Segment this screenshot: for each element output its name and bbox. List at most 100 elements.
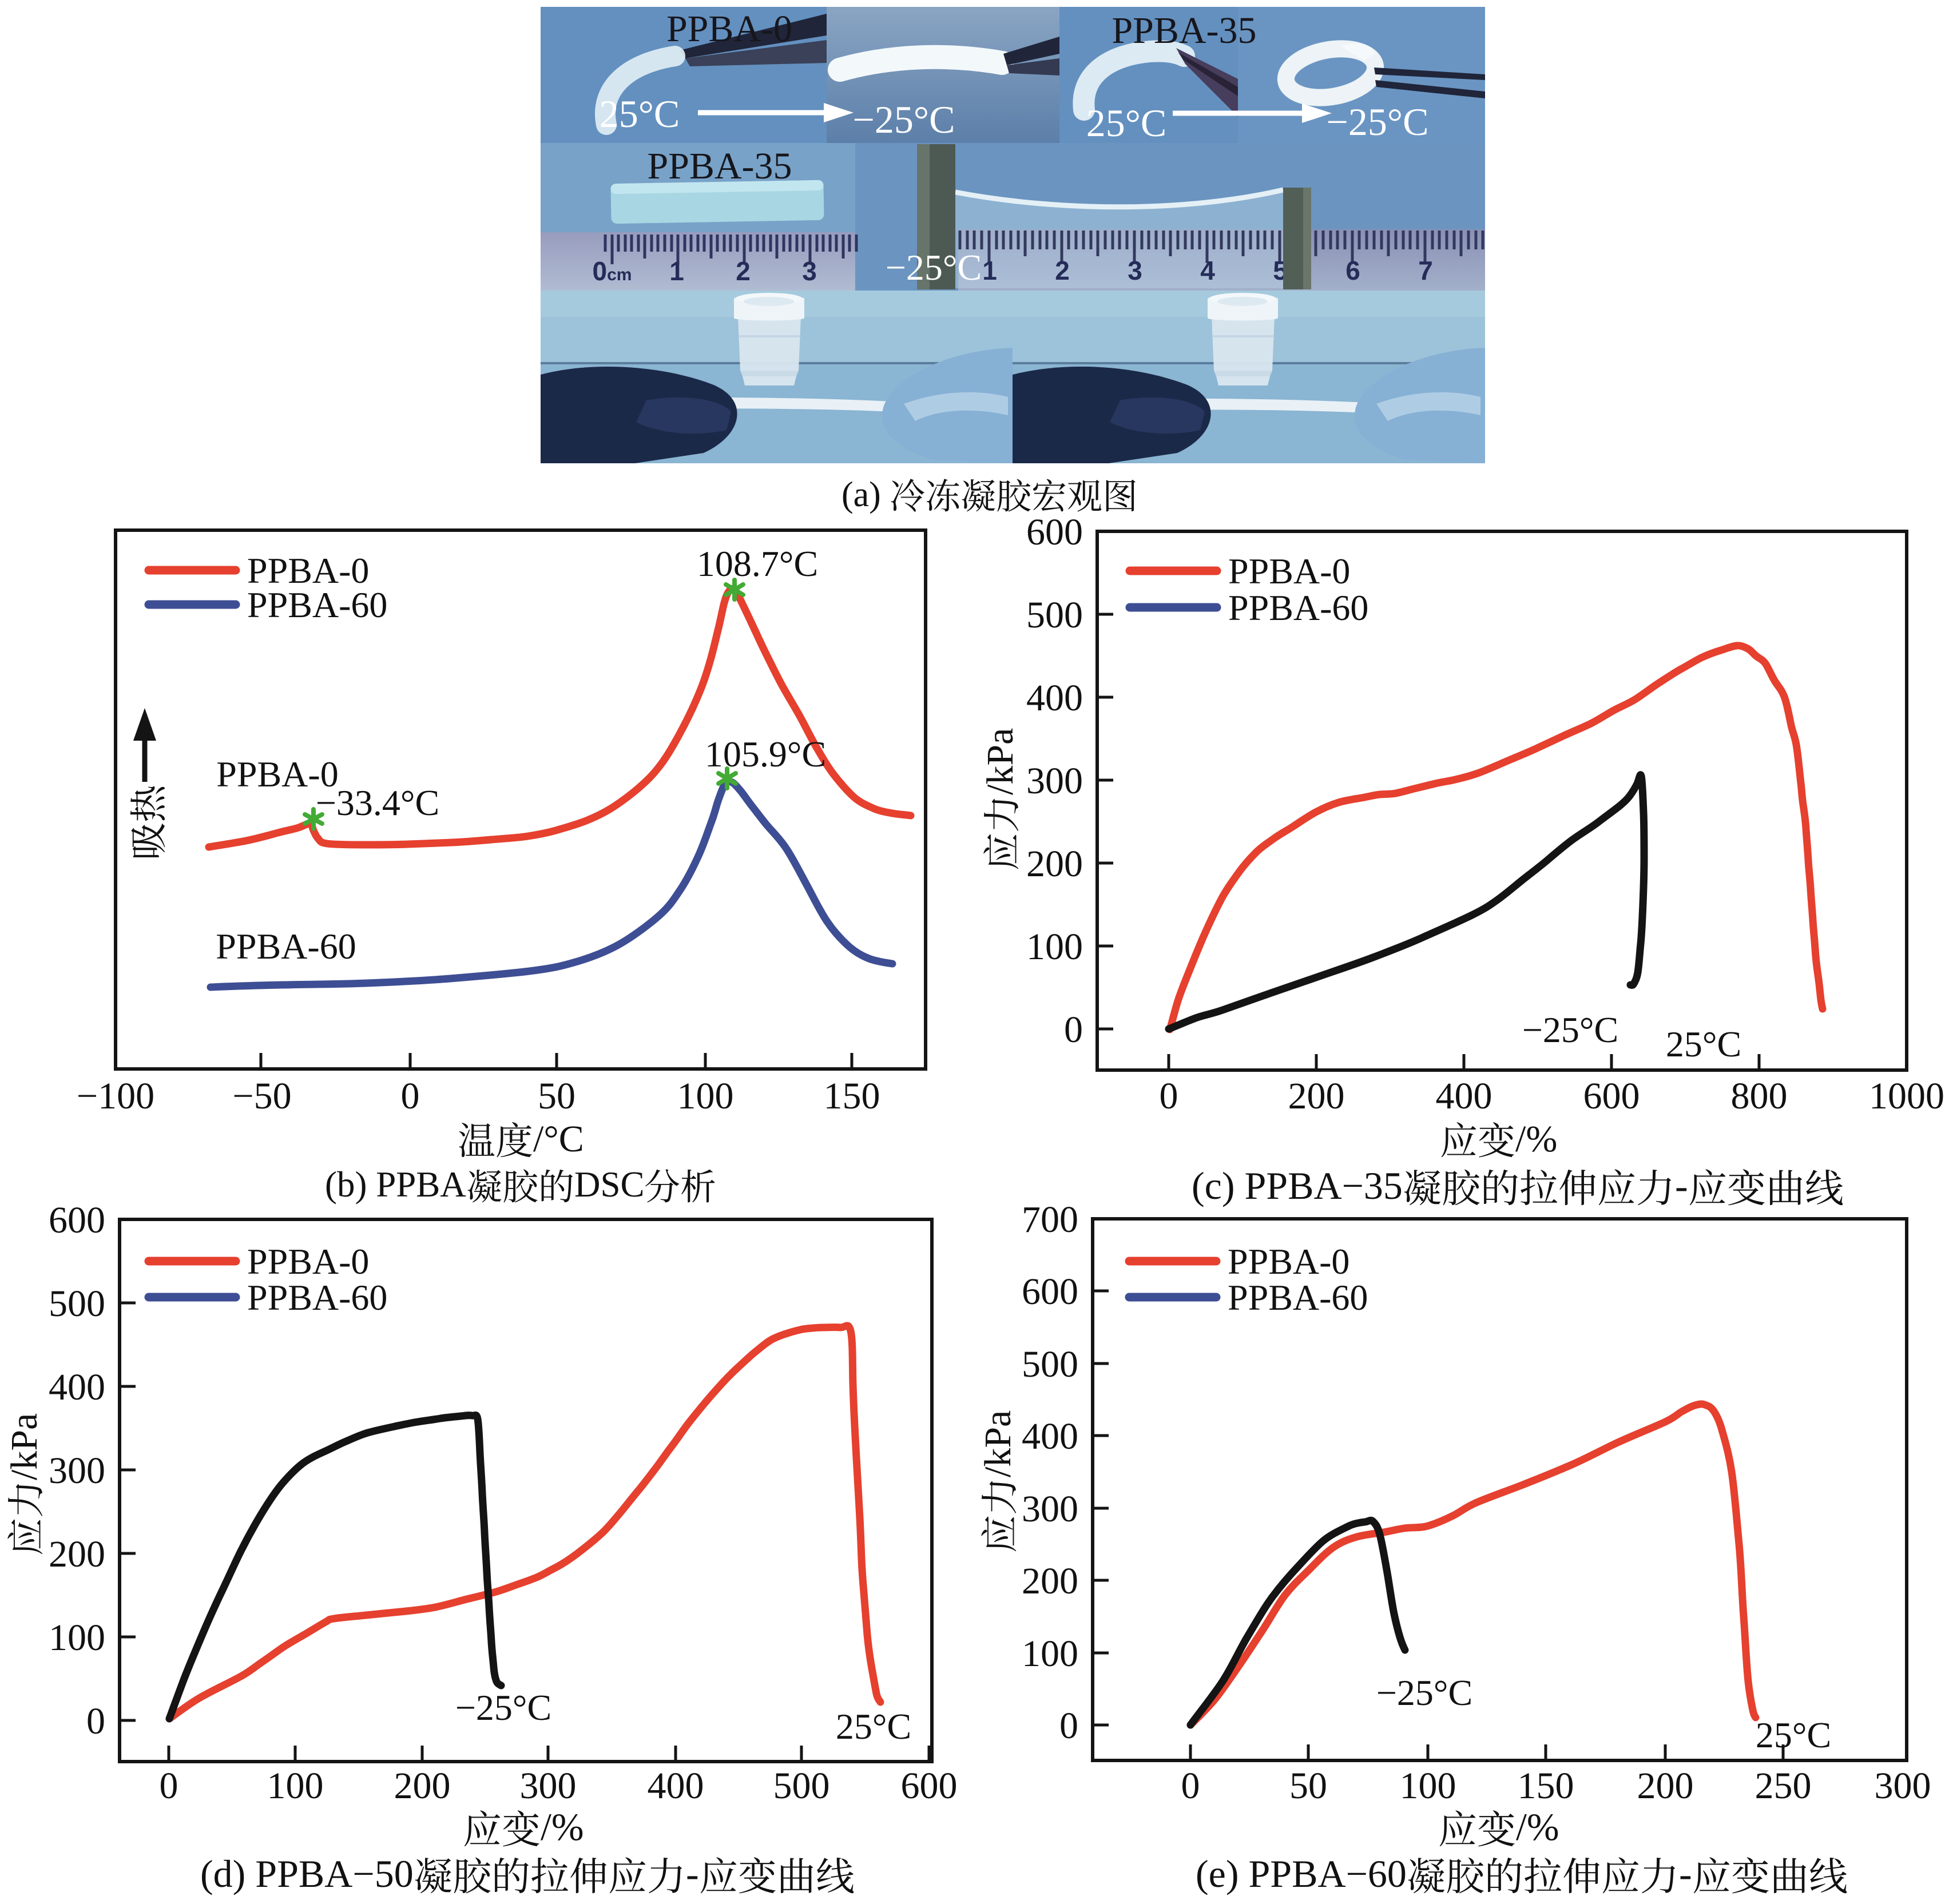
svg-text:PPBA-0: PPBA-0 bbox=[247, 550, 369, 591]
svg-text:−100: −100 bbox=[77, 1075, 154, 1117]
svg-text:25°C: 25°C bbox=[1666, 1024, 1741, 1064]
svg-text:3: 3 bbox=[802, 256, 817, 286]
svg-text:2: 2 bbox=[1055, 256, 1070, 285]
svg-text:25°C: 25°C bbox=[1756, 1715, 1831, 1755]
svg-text:DSC: DSC bbox=[574, 1164, 645, 1205]
svg-text:(e) PPBA−60: (e) PPBA−60 bbox=[1196, 1852, 1407, 1895]
svg-text:PPBA-0: PPBA-0 bbox=[1228, 551, 1350, 591]
svg-text:150: 150 bbox=[1518, 1765, 1574, 1807]
svg-text:200: 200 bbox=[394, 1765, 451, 1807]
svg-text:−25°C: −25°C bbox=[886, 247, 982, 288]
svg-text:100: 100 bbox=[267, 1765, 324, 1807]
svg-text:−25°C: −25°C bbox=[1522, 1009, 1618, 1050]
svg-text:300: 300 bbox=[1875, 1765, 1931, 1807]
svg-text:200: 200 bbox=[49, 1533, 105, 1575]
svg-text:50: 50 bbox=[538, 1075, 575, 1117]
svg-text:200: 200 bbox=[1288, 1075, 1345, 1117]
svg-text:600: 600 bbox=[1026, 511, 1083, 553]
svg-text:0: 0 bbox=[1181, 1765, 1200, 1807]
svg-text:PPBA-0: PPBA-0 bbox=[216, 754, 338, 794]
svg-text:PPBA-0: PPBA-0 bbox=[666, 8, 792, 50]
svg-text:300: 300 bbox=[49, 1450, 105, 1492]
svg-text:0: 0 bbox=[1059, 1705, 1078, 1747]
svg-text:105.9°C: 105.9°C bbox=[705, 734, 826, 774]
svg-text:(c) PPBA−35: (c) PPBA−35 bbox=[1192, 1164, 1403, 1207]
svg-text:7: 7 bbox=[1418, 256, 1433, 285]
svg-text:PPBA-60: PPBA-60 bbox=[1228, 587, 1368, 628]
svg-text:PPBA-60: PPBA-60 bbox=[216, 926, 356, 967]
svg-text:PPBA-35: PPBA-35 bbox=[647, 145, 792, 187]
svg-text:500: 500 bbox=[49, 1283, 105, 1325]
svg-text:4: 4 bbox=[1200, 256, 1215, 285]
svg-text:200: 200 bbox=[1022, 1560, 1078, 1602]
svg-text:800: 800 bbox=[1731, 1075, 1788, 1117]
svg-text:200: 200 bbox=[1026, 843, 1083, 885]
svg-text:-: - bbox=[686, 1852, 699, 1895]
svg-text:0: 0 bbox=[1064, 1009, 1083, 1051]
svg-text:(d) PPBA−50: (d) PPBA−50 bbox=[200, 1852, 414, 1895]
svg-text:25°C: 25°C bbox=[600, 92, 680, 136]
svg-text:400: 400 bbox=[1436, 1075, 1492, 1117]
svg-text:PPBA-0: PPBA-0 bbox=[1228, 1241, 1349, 1282]
svg-text:600: 600 bbox=[1022, 1271, 1078, 1313]
svg-text:400: 400 bbox=[1022, 1416, 1078, 1457]
svg-text:300: 300 bbox=[1026, 760, 1083, 802]
svg-text:150: 150 bbox=[824, 1075, 880, 1117]
svg-text:400: 400 bbox=[648, 1765, 704, 1807]
svg-text:/kPa: /kPa bbox=[977, 1410, 1019, 1477]
svg-text:0: 0 bbox=[86, 1700, 105, 1742]
svg-text:0: 0 bbox=[160, 1765, 178, 1807]
svg-text:600: 600 bbox=[49, 1199, 105, 1241]
svg-text:500: 500 bbox=[1022, 1343, 1078, 1385]
svg-text:100: 100 bbox=[677, 1075, 734, 1117]
svg-text:(b) PPBA: (b) PPBA bbox=[325, 1164, 466, 1205]
svg-text:1: 1 bbox=[982, 256, 997, 285]
svg-text:108.7°C: 108.7°C bbox=[697, 543, 818, 584]
svg-text:PPBA-35: PPBA-35 bbox=[1112, 10, 1256, 51]
svg-text:/kPa: /kPa bbox=[979, 728, 1021, 795]
svg-text:−33.4°C: −33.4°C bbox=[316, 782, 439, 823]
svg-text:1: 1 bbox=[669, 256, 684, 286]
svg-text:PPBA-60: PPBA-60 bbox=[247, 1277, 387, 1318]
svg-text:400: 400 bbox=[1026, 677, 1083, 719]
svg-text:25°C: 25°C bbox=[1086, 101, 1167, 145]
svg-text:-: - bbox=[1679, 1852, 1692, 1895]
svg-text:700: 700 bbox=[1022, 1199, 1078, 1241]
svg-text:/kPa: /kPa bbox=[3, 1413, 45, 1480]
svg-text:PPBA-60: PPBA-60 bbox=[247, 585, 387, 625]
svg-text:1000: 1000 bbox=[1869, 1075, 1944, 1117]
svg-text:500: 500 bbox=[773, 1765, 830, 1807]
svg-text:3: 3 bbox=[1128, 256, 1142, 285]
svg-text:/%: /% bbox=[1515, 1118, 1557, 1160]
svg-text:100: 100 bbox=[1022, 1633, 1078, 1675]
svg-text:6: 6 bbox=[1345, 256, 1360, 285]
svg-text:500: 500 bbox=[1026, 594, 1083, 636]
svg-text:0: 0 bbox=[401, 1075, 420, 1117]
svg-text:0: 0 bbox=[1160, 1075, 1178, 1117]
svg-text:-: - bbox=[1675, 1164, 1688, 1207]
svg-text:−25°C: −25°C bbox=[455, 1687, 551, 1728]
svg-text:200: 200 bbox=[1637, 1765, 1694, 1807]
svg-text:600: 600 bbox=[901, 1765, 958, 1807]
svg-text:300: 300 bbox=[1022, 1488, 1078, 1530]
svg-text:50: 50 bbox=[1289, 1765, 1327, 1807]
svg-text:−25°C: −25°C bbox=[1327, 100, 1429, 144]
svg-text:100: 100 bbox=[1026, 926, 1083, 968]
svg-text:PPBA-0: PPBA-0 bbox=[247, 1241, 369, 1282]
svg-text:250: 250 bbox=[1755, 1765, 1812, 1807]
svg-text:/°C: /°C bbox=[533, 1118, 584, 1160]
svg-text:2: 2 bbox=[736, 256, 751, 286]
svg-text:100: 100 bbox=[1400, 1765, 1456, 1807]
svg-text:−25°C: −25°C bbox=[853, 98, 955, 141]
svg-text:(a): (a) bbox=[841, 475, 881, 514]
svg-text:−25°C: −25°C bbox=[1376, 1672, 1472, 1713]
svg-text:/%: /% bbox=[1516, 1805, 1559, 1849]
svg-text:600: 600 bbox=[1583, 1075, 1640, 1117]
svg-text:100: 100 bbox=[49, 1617, 105, 1659]
svg-text:PPBA-60: PPBA-60 bbox=[1228, 1277, 1368, 1318]
svg-text:400: 400 bbox=[49, 1366, 105, 1408]
svg-text:300: 300 bbox=[520, 1765, 577, 1807]
svg-text:/%: /% bbox=[541, 1805, 584, 1849]
svg-text:−50: −50 bbox=[232, 1075, 291, 1117]
svg-text:25°C: 25°C bbox=[836, 1706, 911, 1747]
